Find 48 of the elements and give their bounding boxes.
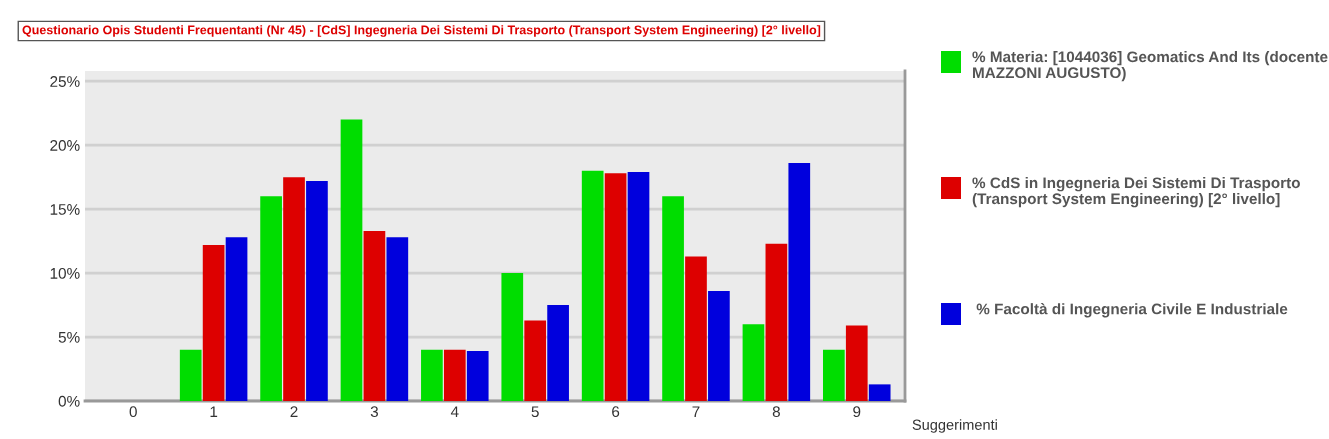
chart-title: Questionario Opis Studenti Frequentanti (Nr 45) - [CdS] Ingegneria Dei Sistemi Di Trasporto (Transport System Engineering) [2° livello] bbox=[22, 25, 821, 37]
bar bbox=[547, 305, 569, 401]
bar bbox=[765, 243, 788, 401]
bar bbox=[627, 172, 650, 401]
bar bbox=[581, 170, 604, 401]
x-tick-label: 4 bbox=[450, 406, 459, 417]
x-tick-label: 6 bbox=[612, 406, 620, 418]
y-tick-label: 10% bbox=[50, 267, 80, 279]
x-tick-label: 1 bbox=[210, 406, 218, 417]
bar bbox=[788, 163, 811, 401]
bar bbox=[466, 351, 489, 401]
x-tick-label: 3 bbox=[370, 406, 378, 418]
legend-label: % CdS in Ingegneria Dei Sistemi Di Trasporto (Transport System Engineering) [2° livello] bbox=[972, 177, 1300, 208]
bar bbox=[868, 384, 891, 401]
y-tick-label: 5% bbox=[58, 331, 80, 343]
legend-label: % Facoltà di Ingegneria Civile E Industriale bbox=[976, 303, 1288, 318]
y-tick-label: 20% bbox=[50, 140, 80, 151]
x-tick-label: 2 bbox=[290, 406, 298, 417]
bar bbox=[421, 349, 443, 401]
legend-label: % Materia: [1044036] Geomatics And Its (docente MAZZONI AUGUSTO) bbox=[972, 51, 1328, 82]
bar bbox=[340, 119, 363, 401]
bar bbox=[742, 324, 765, 401]
x-tick-label: 7 bbox=[692, 406, 700, 417]
bar bbox=[386, 237, 409, 401]
bar bbox=[604, 173, 627, 401]
x-tick-label: 0 bbox=[129, 406, 137, 418]
bar bbox=[845, 325, 868, 401]
x-axis-title: Suggerimenti bbox=[912, 419, 997, 433]
x-tick-label: 5 bbox=[531, 406, 539, 418]
bar bbox=[283, 177, 305, 401]
bar bbox=[260, 196, 282, 401]
bar bbox=[179, 349, 202, 401]
bar bbox=[685, 256, 707, 401]
bar bbox=[443, 349, 466, 401]
y-tick-label: 25% bbox=[50, 76, 80, 87]
bar bbox=[306, 181, 328, 401]
bar bbox=[501, 273, 524, 401]
bar bbox=[225, 237, 248, 401]
y-tick-label: 0% bbox=[58, 395, 80, 407]
bar bbox=[662, 196, 684, 401]
bar bbox=[823, 349, 845, 401]
bar bbox=[363, 230, 386, 401]
x-tick-label: 8 bbox=[772, 406, 780, 418]
bar bbox=[708, 291, 730, 401]
bar bbox=[202, 244, 225, 401]
bar bbox=[524, 320, 547, 401]
x-tick-label: 9 bbox=[853, 406, 861, 418]
y-tick-label: 15% bbox=[50, 204, 80, 215]
